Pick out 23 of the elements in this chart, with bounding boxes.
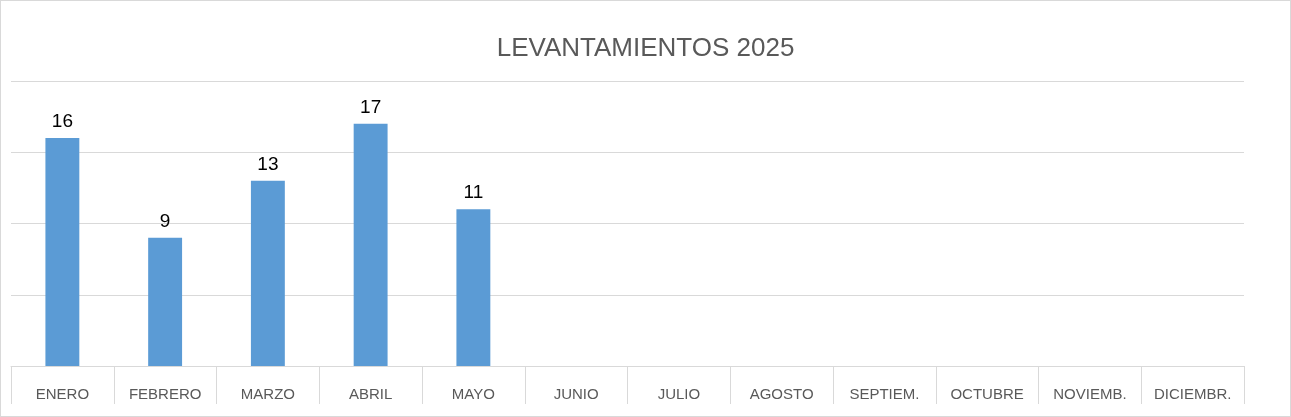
data-label: 17 bbox=[360, 95, 382, 117]
x-tick-label: OCTUBRE bbox=[950, 385, 1024, 402]
x-tick-label: AGOSTO bbox=[749, 385, 814, 402]
x-tick-label: JULIO bbox=[657, 385, 701, 402]
x-tick-label: NOVIEMB. bbox=[1053, 385, 1127, 402]
x-tick-label: ENERO bbox=[35, 385, 90, 402]
data-label: 11 bbox=[463, 181, 484, 203]
bar bbox=[456, 209, 491, 366]
bar bbox=[45, 138, 80, 366]
bar bbox=[353, 123, 388, 366]
x-tick-label: MARZO bbox=[240, 385, 295, 402]
x-tick-label: MAYO bbox=[451, 385, 495, 402]
x-tick-label: JUNIO bbox=[553, 385, 599, 402]
x-tick-label: FEBRERO bbox=[128, 385, 202, 402]
data-label: 9 bbox=[159, 209, 171, 231]
data-label: 13 bbox=[257, 152, 279, 174]
x-tick-label: ABRIL bbox=[348, 385, 393, 402]
x-tick-label: SEPTIEM. bbox=[849, 385, 920, 402]
data-label: 16 bbox=[51, 110, 73, 131]
x-tick-label: DICIEMBR. bbox=[1153, 385, 1232, 402]
bar bbox=[250, 180, 285, 366]
bar bbox=[148, 237, 183, 366]
chart-title: LEVANTAMIENTOS 2025 bbox=[496, 32, 795, 62]
